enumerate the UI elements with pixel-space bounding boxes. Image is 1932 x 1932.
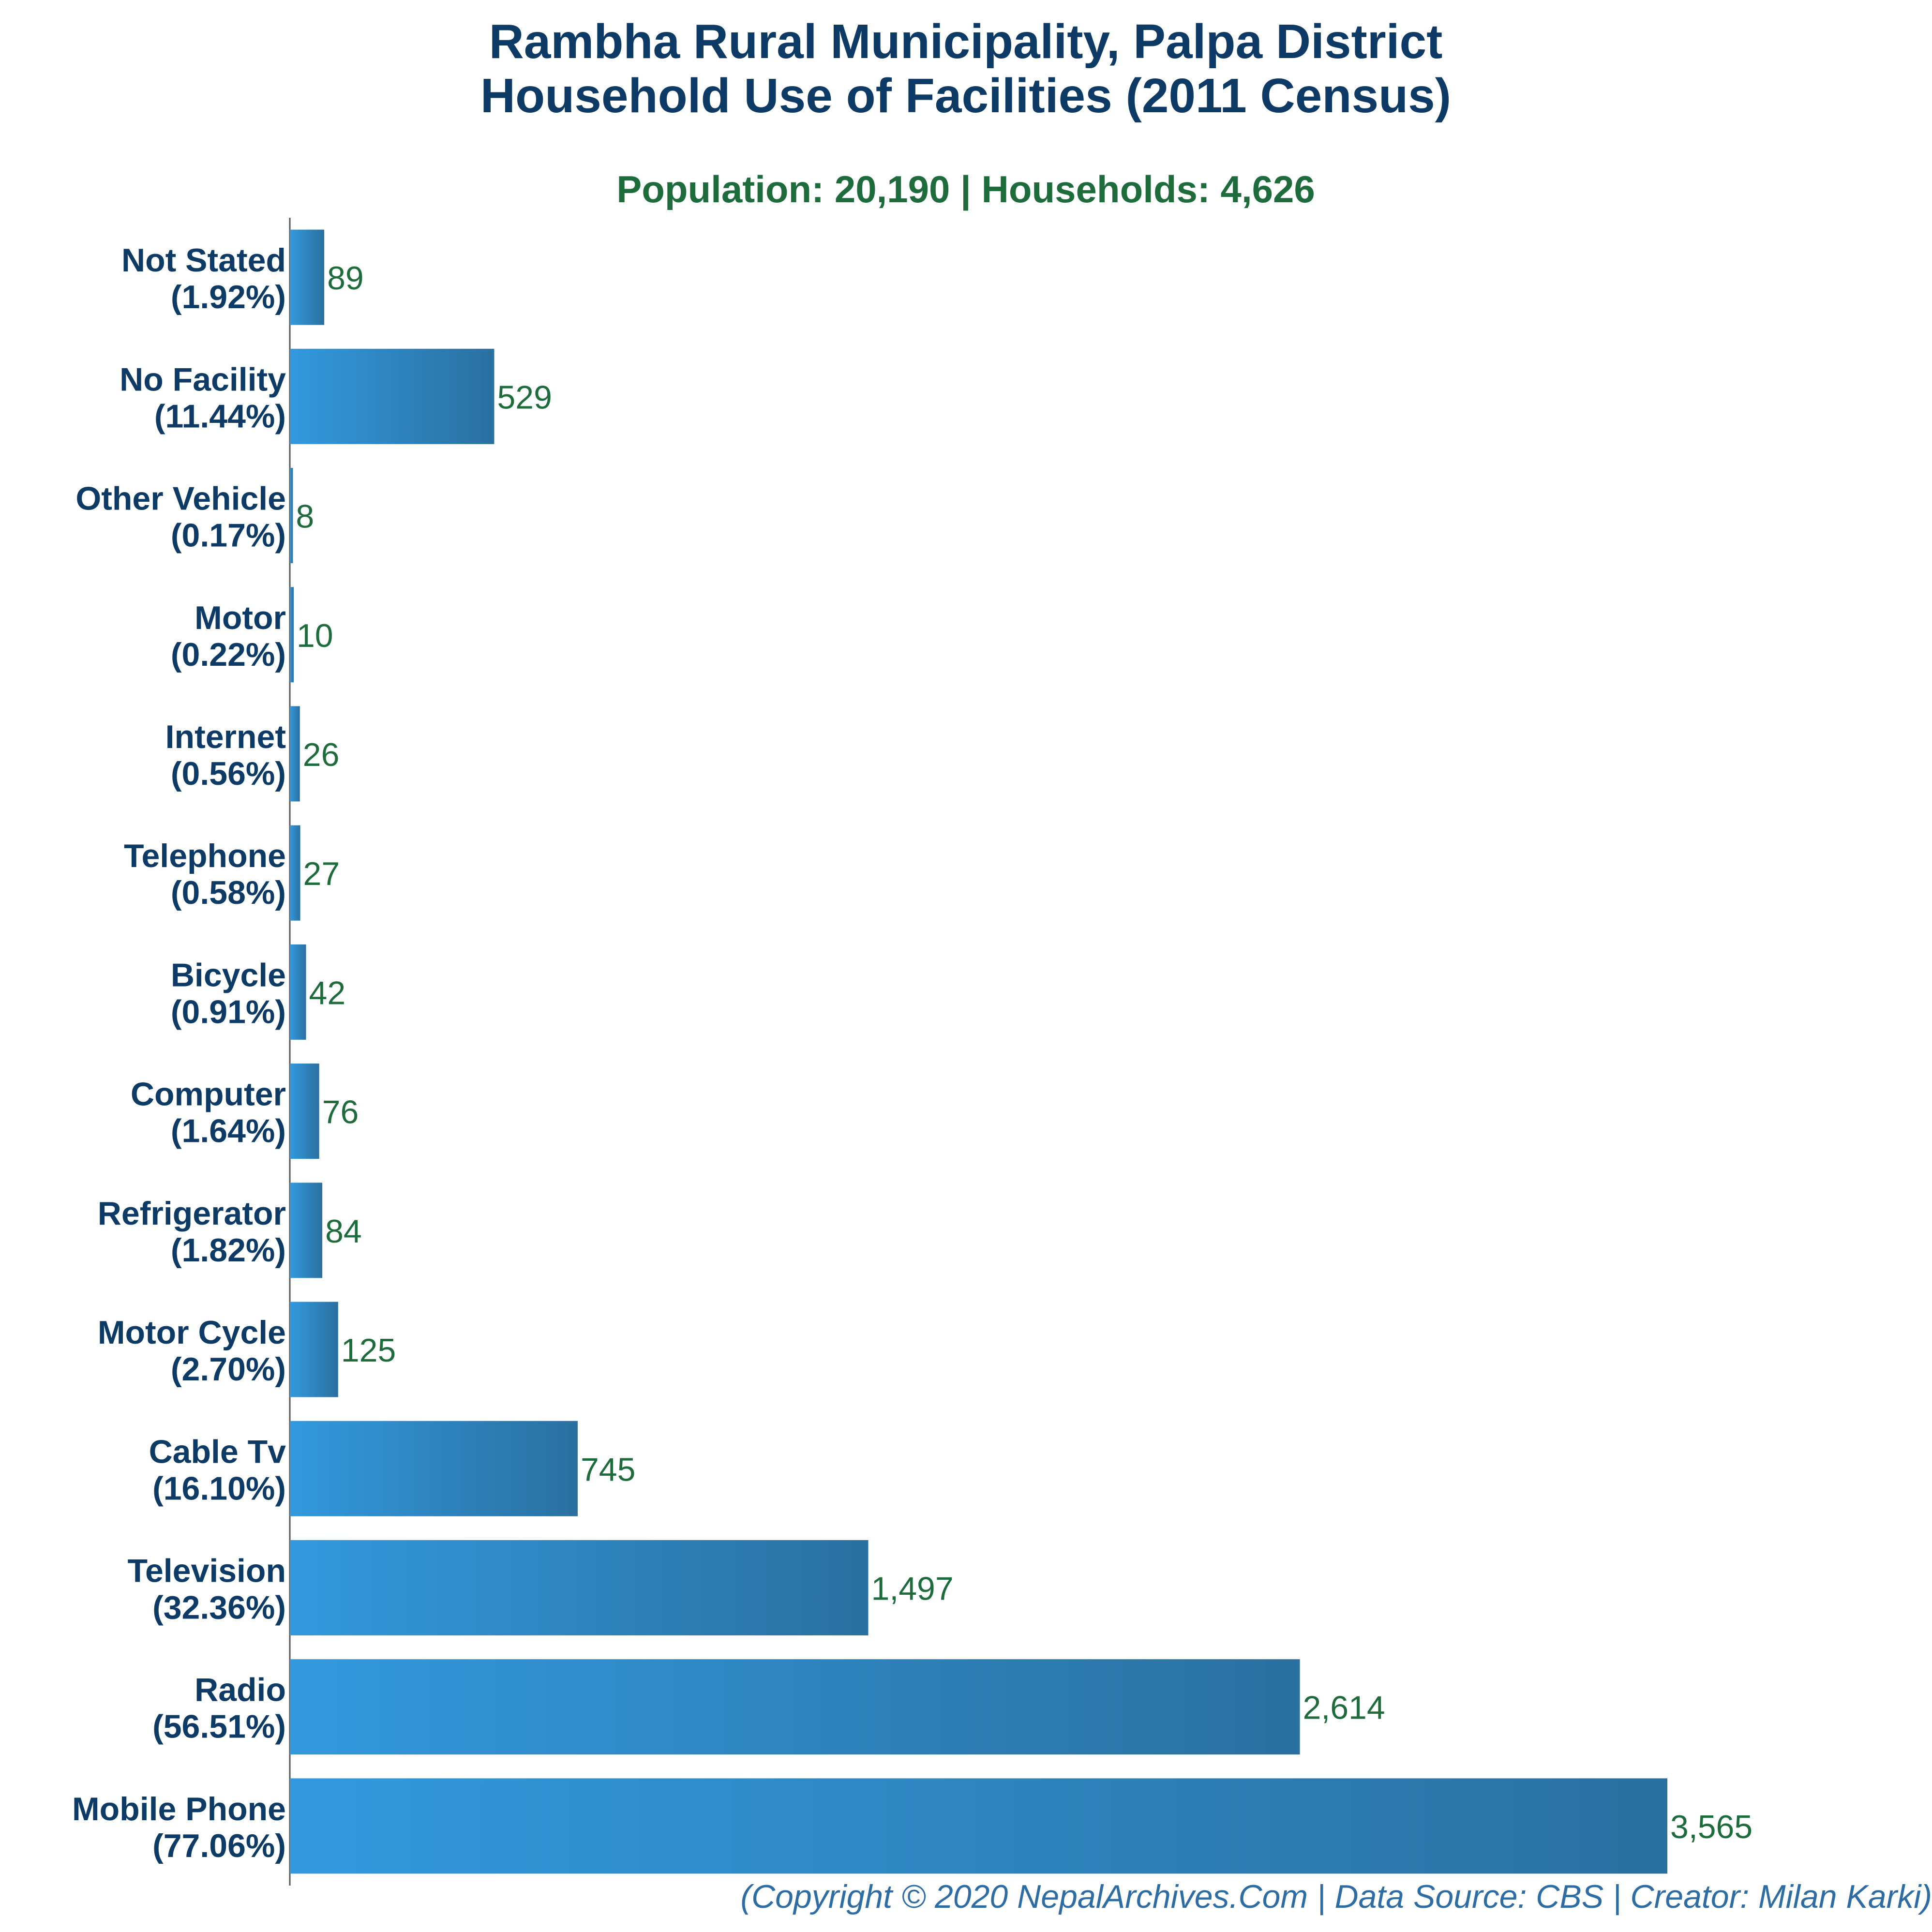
category-label-8: Refrigerator <box>98 1195 286 1232</box>
category-label-3: Motor <box>195 599 286 636</box>
bar-2 <box>290 468 293 564</box>
category-percent-7: (1.64%) <box>171 1113 286 1150</box>
bars-group: 89 Not Stated(1.92%) 529 No Facility(11.44%… <box>72 229 1752 1874</box>
category-percent-6: (0.91%) <box>171 993 286 1030</box>
bar-7 <box>290 1063 319 1159</box>
chart-title-line-2: Household Use of Facilities (2011 Census… <box>480 69 1451 123</box>
value-label-3: 10 <box>297 617 333 654</box>
category-percent-4: (0.56%) <box>171 755 286 792</box>
category-percent-5: (0.58%) <box>171 874 286 911</box>
category-percent-1: (11.44%) <box>154 398 286 434</box>
bar-3 <box>290 587 294 683</box>
value-label-2: 8 <box>296 498 314 535</box>
bar-11 <box>290 1540 869 1635</box>
category-label-9: Motor Cycle <box>98 1314 286 1351</box>
value-label-10: 745 <box>581 1451 635 1488</box>
bar-13 <box>290 1778 1667 1874</box>
value-label-11: 1,497 <box>871 1570 954 1607</box>
bar-9 <box>290 1302 338 1397</box>
category-percent-2: (0.17%) <box>171 517 286 554</box>
chart-title-line-1: Rambha Rural Municipality, Palpa Distric… <box>489 15 1443 69</box>
category-label-4: Internet <box>165 719 286 755</box>
category-percent-10: (16.10%) <box>152 1470 286 1507</box>
bar-4 <box>290 706 300 802</box>
bar-12 <box>290 1659 1300 1755</box>
value-label-5: 27 <box>303 855 340 892</box>
category-label-0: Not Stated <box>121 242 286 279</box>
category-label-2: Other Vehicle <box>75 480 286 517</box>
category-percent-3: (0.22%) <box>171 636 286 673</box>
category-label-10: Cable Tv <box>149 1433 286 1470</box>
category-label-7: Computer <box>131 1076 286 1113</box>
category-label-6: Bicycle <box>171 957 286 993</box>
category-percent-12: (56.51%) <box>152 1708 286 1745</box>
category-label-11: Television <box>127 1552 286 1589</box>
value-label-8: 84 <box>325 1213 362 1250</box>
bar-6 <box>290 944 306 1040</box>
bar-1 <box>290 348 494 444</box>
category-percent-8: (1.82%) <box>171 1232 286 1269</box>
bar-0 <box>290 229 325 325</box>
category-percent-0: (1.92%) <box>171 279 286 315</box>
value-label-6: 42 <box>309 974 346 1011</box>
category-label-13: Mobile Phone <box>72 1791 286 1827</box>
bar-10 <box>290 1421 578 1516</box>
category-percent-11: (32.36%) <box>152 1589 286 1626</box>
value-label-7: 76 <box>322 1094 359 1131</box>
category-percent-9: (2.70%) <box>171 1351 286 1388</box>
category-label-1: No Facility <box>120 361 286 398</box>
category-label-5: Telephone <box>124 838 286 874</box>
value-label-12: 2,614 <box>1303 1690 1385 1726</box>
value-label-9: 125 <box>341 1332 396 1369</box>
value-label-0: 89 <box>327 260 364 297</box>
value-label-13: 3,565 <box>1670 1809 1752 1845</box>
bar-8 <box>290 1183 323 1278</box>
value-label-4: 26 <box>303 736 340 773</box>
chart-subtitle: Population: 20,190 | Households: 4,626 <box>616 168 1315 210</box>
category-label-12: Radio <box>195 1672 286 1708</box>
bar-5 <box>290 825 300 921</box>
value-label-1: 529 <box>497 379 552 416</box>
category-percent-13: (77.06%) <box>152 1827 286 1864</box>
footer-credit: (Copyright © 2020 NepalArchives.Com | Da… <box>740 1878 1932 1915</box>
